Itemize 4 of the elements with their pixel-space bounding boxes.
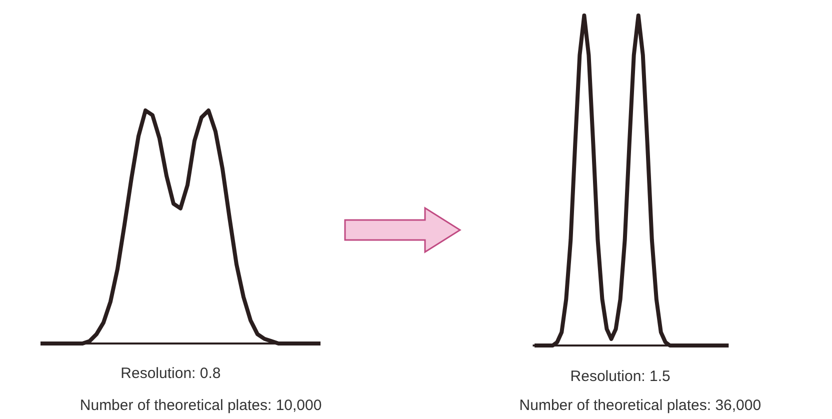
text: Number of theoretical plates: 36,000 bbox=[519, 397, 762, 414]
text: Resolution: 0.8 bbox=[120, 365, 221, 382]
text: Number of theoretical plates: 10,000 bbox=[80, 397, 322, 414]
text: Resolution: 1.5 bbox=[570, 368, 670, 386]
